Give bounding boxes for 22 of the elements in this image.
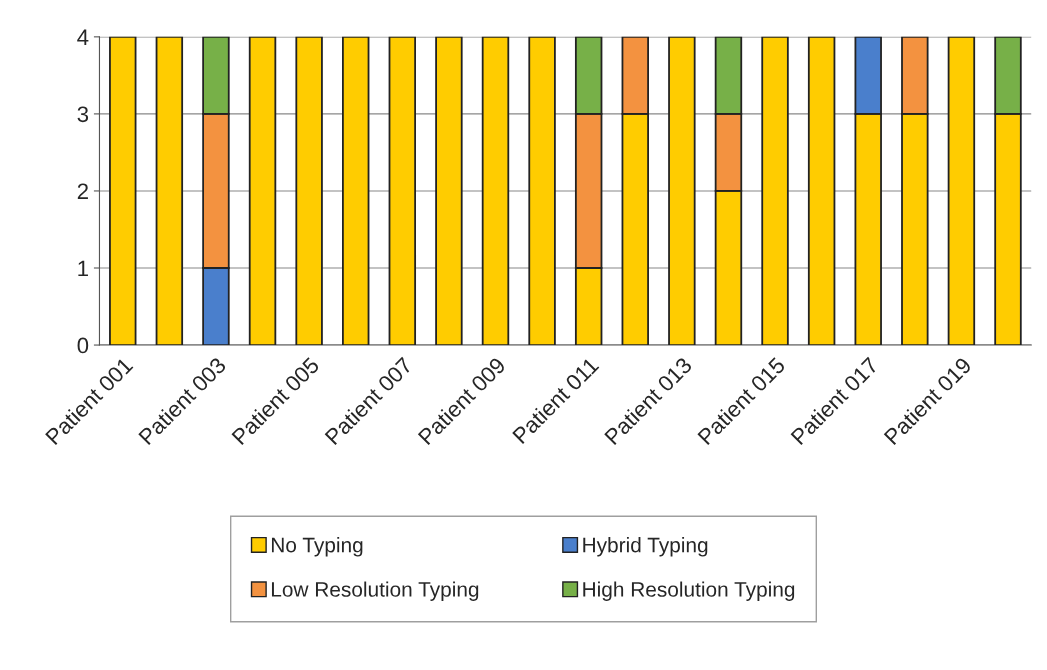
y-tick-label: 3 [77, 106, 89, 123]
legend-label: No Typing [271, 537, 363, 557]
bar [388, 36, 417, 346]
bar [435, 36, 463, 346]
bar [528, 36, 556, 346]
legend-label: Low Resolution Typing [271, 581, 479, 601]
bar [807, 36, 836, 346]
bar [109, 36, 137, 346]
bar [295, 36, 323, 346]
legend-label: High Resolution Typing [583, 581, 795, 601]
y-tick-label: 1 [78, 260, 88, 277]
bar [342, 36, 370, 346]
y-tick-label: 0 [77, 337, 89, 354]
bar [668, 36, 696, 346]
bar [761, 36, 789, 346]
bar [155, 36, 184, 346]
bar [248, 36, 277, 346]
bar [481, 36, 510, 346]
bar [947, 36, 976, 346]
legend-label: Hybrid Typing [583, 537, 708, 557]
y-tick-label: 4 [77, 29, 89, 45]
y-tick-label: 2 [77, 183, 88, 199]
